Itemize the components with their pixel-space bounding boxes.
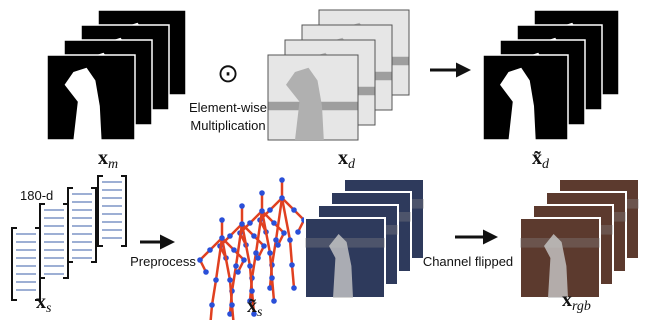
bracket: [98, 176, 126, 246]
math-label: xd: [338, 147, 356, 172]
joint: [247, 220, 253, 226]
joint: [249, 288, 255, 294]
joint: [231, 247, 237, 253]
joint: [287, 237, 293, 243]
bracket: [68, 188, 96, 262]
math-label: x̃d: [532, 147, 550, 172]
joint: [259, 208, 265, 214]
joint: [267, 207, 273, 213]
dimension-label: 180-d: [20, 188, 53, 203]
joint: [219, 235, 225, 241]
label-sub: rgb: [572, 299, 591, 314]
math-label: xs: [36, 291, 52, 316]
joint: [203, 269, 209, 275]
label-sub: s: [46, 301, 52, 316]
step-label: Channel flipped: [423, 254, 513, 269]
bone: [292, 265, 294, 288]
joint: [229, 302, 235, 308]
bone: [290, 240, 292, 265]
label-sub: d: [348, 157, 356, 172]
label-base: x: [98, 147, 108, 169]
joint: [295, 229, 301, 235]
joint: [247, 263, 253, 269]
label-sub: d: [542, 157, 550, 172]
joint: [209, 302, 215, 308]
joint: [275, 242, 281, 248]
joint: [197, 257, 203, 263]
joint: [291, 207, 297, 213]
joint: [271, 220, 277, 226]
bracket: [40, 204, 68, 278]
label-base: x̃: [247, 295, 257, 317]
label-sub: s: [257, 305, 263, 320]
joint: [269, 275, 275, 281]
joint: [271, 298, 277, 304]
operation-line: Multiplication: [190, 118, 265, 133]
joint: [255, 255, 261, 261]
joint: [227, 277, 233, 283]
joint: [261, 243, 267, 249]
label-base: x: [36, 291, 46, 313]
joint: [289, 262, 295, 268]
joint: [213, 277, 219, 283]
bracket: [12, 228, 40, 300]
figure: ⊙ Element-wise Multiplication 180-d Prep…: [0, 0, 646, 320]
label-base: x̃: [532, 147, 542, 169]
label-base: x: [338, 147, 348, 169]
joint: [279, 177, 285, 183]
joint: [235, 269, 241, 275]
operation-line: Element-wise: [189, 100, 267, 115]
bone: [232, 266, 236, 291]
joint: [241, 257, 247, 263]
joint: [233, 263, 239, 269]
joint: [253, 250, 259, 256]
joint: [251, 233, 257, 239]
label-sub: m: [108, 157, 118, 172]
math-label: xm: [98, 147, 118, 172]
joint: [207, 247, 213, 253]
joint: [279, 195, 285, 201]
math-label: x̃s: [247, 295, 263, 320]
joint: [291, 285, 297, 291]
joint: [273, 237, 279, 243]
joint: [259, 190, 265, 196]
operator: ⊙: [217, 59, 239, 88]
joint: [281, 230, 287, 236]
bone: [272, 278, 274, 301]
joint: [219, 217, 225, 223]
joint: [239, 203, 245, 209]
step-label: Preprocess: [130, 254, 196, 269]
joint: [267, 250, 273, 256]
bone: [212, 280, 216, 305]
label-base: x: [562, 289, 572, 311]
joint: [227, 233, 233, 239]
joint: [239, 221, 245, 227]
